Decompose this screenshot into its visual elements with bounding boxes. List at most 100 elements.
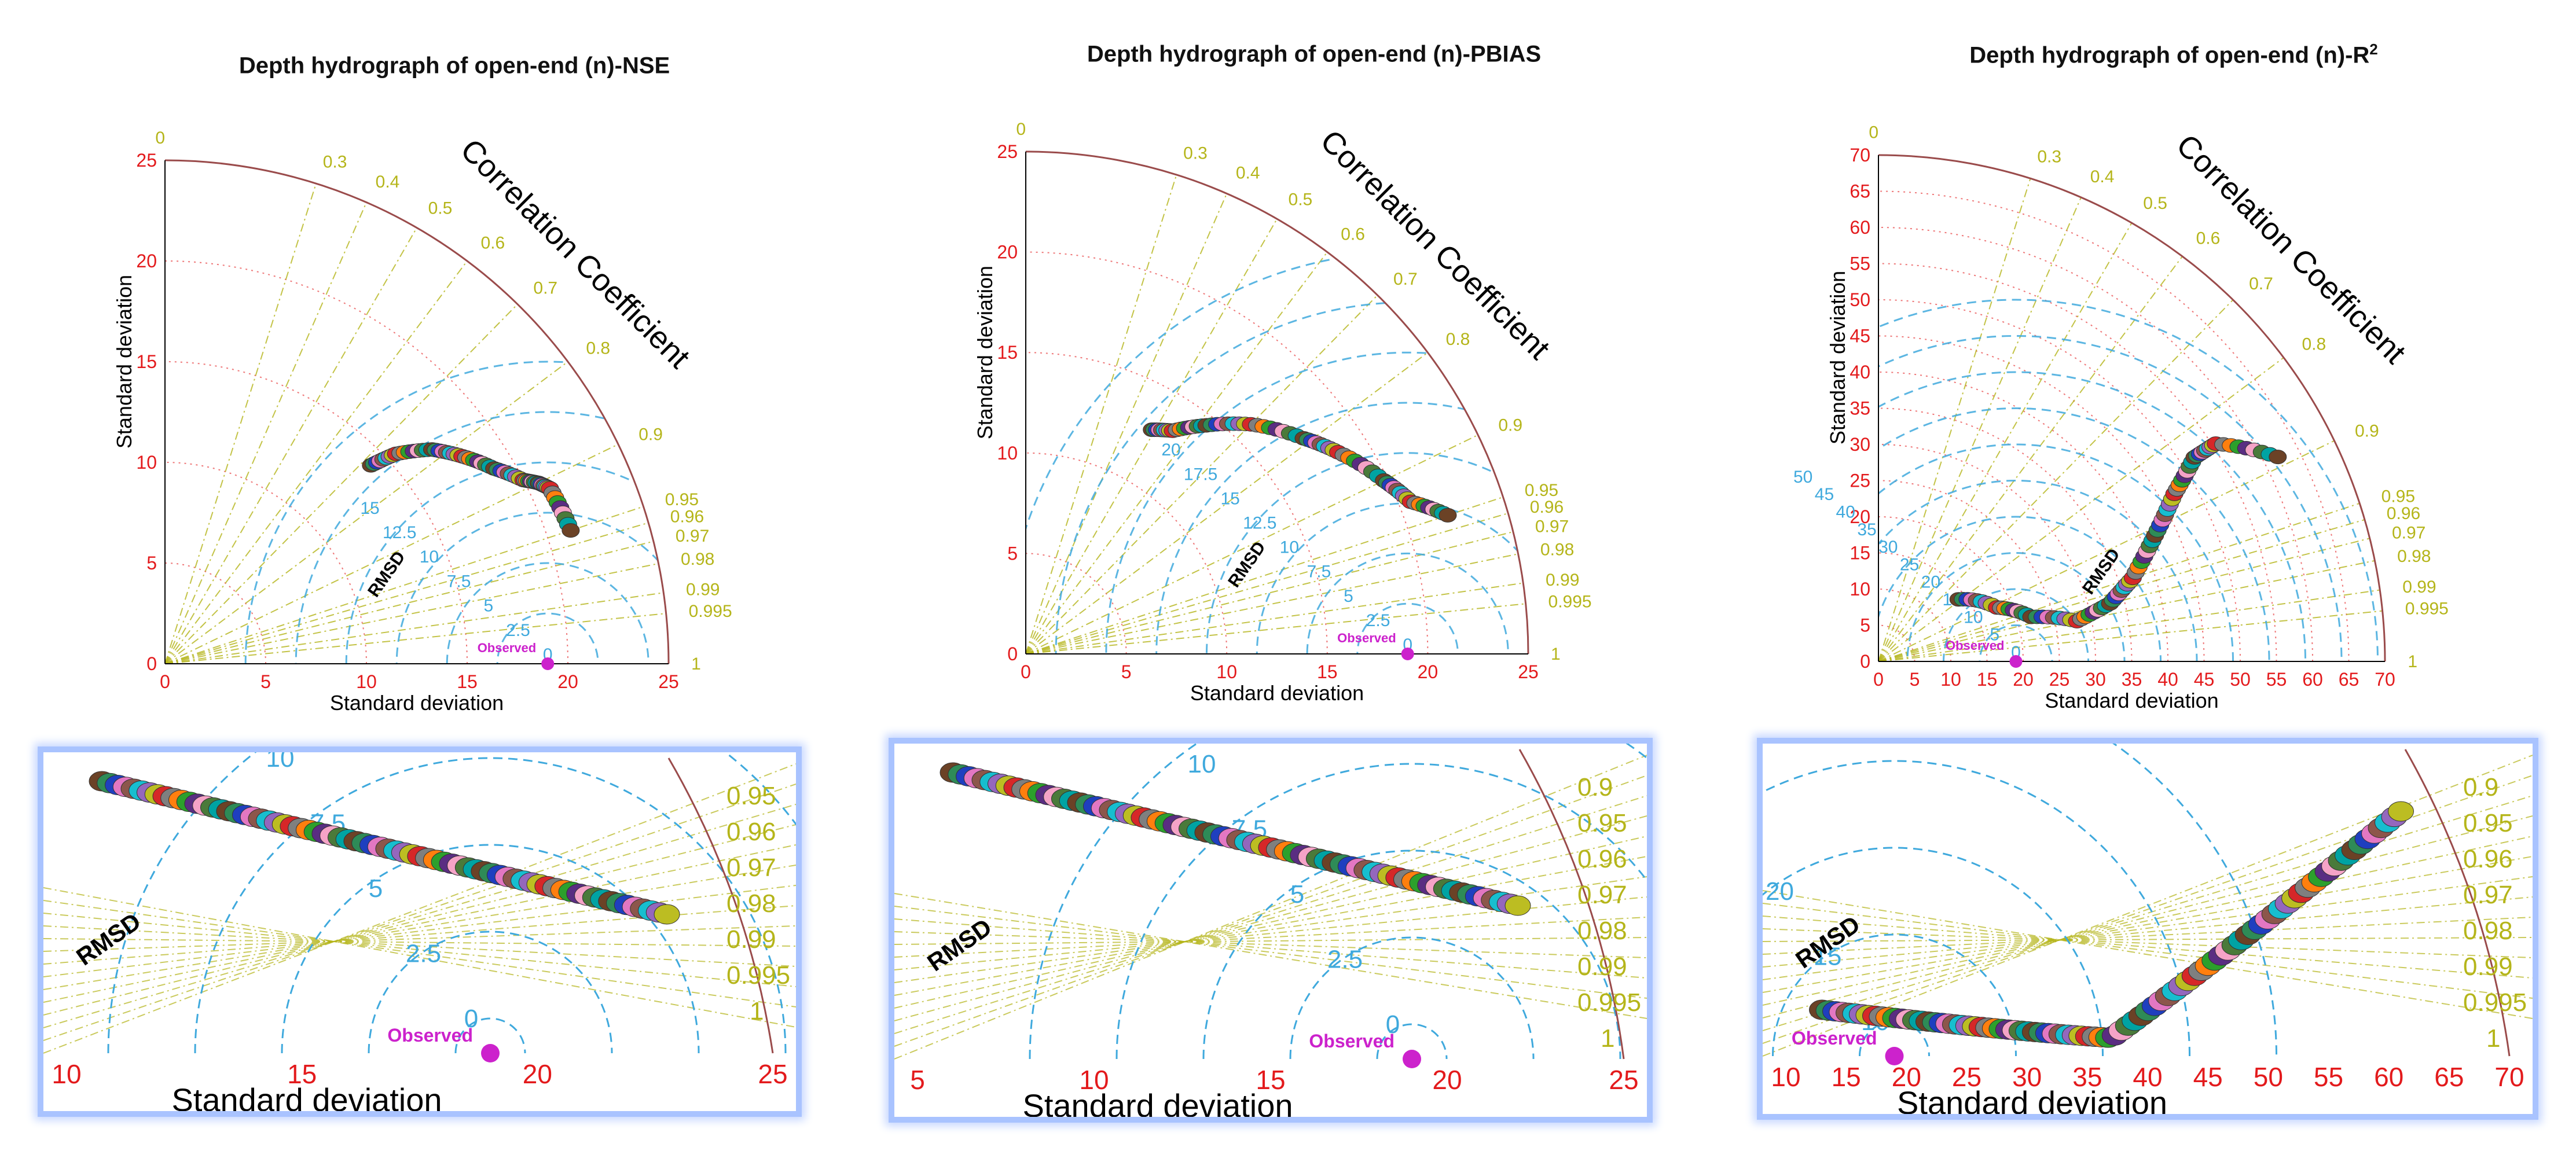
y-tick-label: 20 [1850,506,1870,527]
x-tick-label: 65 [2339,669,2360,690]
x-axis-label: Standard deviation [1022,1087,1293,1117]
corr-tick-label: 0.95 [2381,487,2415,506]
chart-title-pbias: Depth hydrograph of open-end (n)-PBIAS [1087,41,1542,67]
corr-tick-label: 0.6 [1341,225,1365,244]
corr-ray [1763,856,2533,993]
x-tick-label: 60 [2374,1062,2403,1092]
corr-ray [1763,896,2533,968]
rmsd-tick-label: 5 [369,874,383,903]
observed-point [1885,1047,1904,1065]
rmsd-tick-label: 5 [1990,626,1999,645]
x-tick-label: 10 [1079,1065,1109,1095]
x-tick-label: 70 [2494,1062,2524,1092]
corr-ray [165,303,518,664]
corr-ray [165,592,664,664]
corr-ray [165,522,649,664]
x-tick-label: 20 [557,671,578,692]
corr-tick-label: 0.3 [2037,148,2061,167]
rmsd-tick-label: 10 [420,547,439,567]
corr-tick-label: 0.4 [376,172,400,192]
rmsd-tick-label: 0 [1386,1010,1400,1039]
corr-ray [165,260,468,664]
corr-ray [1763,836,2533,1006]
corr-tick-label: 0.995 [726,961,790,990]
corr-ray [894,775,1647,1047]
corr-tick-label: 0.3 [323,153,347,172]
corr-tick-label: 0 [1869,123,1878,142]
y-tick-label: 65 [1850,181,1870,202]
y-tick-label: 15 [997,342,1018,363]
rmsd-tick-label: 7.5 [447,572,471,591]
corr-tick-label: 0.96 [726,818,776,846]
x-tick-label: 45 [2194,669,2215,690]
corr-tick-label: 1 [750,997,764,1025]
x-tick-label: 20 [1418,661,1439,682]
std-arc [1878,263,2277,661]
corr-tick-label: 0.8 [1446,330,1470,349]
observed-label: Observed [478,641,537,655]
rmsd-tick-label: 50 [1793,468,1812,487]
corr-tick-label: 0.97 [676,527,709,546]
rmsd-arc [446,562,649,664]
corr-ray [894,836,1647,1009]
zoom-inset-r2: 101520253010152025303540455055606570Stan… [1757,738,2538,1120]
y-axis-label: Standard deviation [112,275,136,448]
outer-arc [2404,749,2511,1057]
rmsd-arc [1772,933,2017,1057]
corr-ray [894,856,1647,996]
x-axis-label: Standard deviation [330,691,504,715]
corr-tick-label: 0.8 [2302,334,2327,354]
corr-tick-label: 1 [691,654,701,674]
corr-tick-label: 0.6 [2196,229,2221,248]
y-tick-label: 50 [1850,289,1870,310]
corr-ray [165,562,659,664]
model-point [654,904,680,925]
corr-tick-label: 0 [1016,120,1026,139]
rmsd-tick-label: 20 [1161,440,1180,459]
corr-ray [165,613,666,664]
x-tick-label: 25 [1609,1065,1638,1095]
y-tick-label: 5 [1007,543,1018,564]
rmsd-tick-label: 17.5 [1184,465,1217,484]
corr-ray [1763,890,2533,1019]
x-tick-label: 15 [1256,1065,1285,1095]
outer-arc [667,757,774,1054]
x-tick-label: 35 [2072,1062,2102,1092]
corr-ray [43,784,796,1041]
x-tick-label: 10 [356,671,377,692]
observed-label: Observed [387,1025,473,1046]
outer-arc [1878,154,2386,662]
observed-point [2009,655,2023,668]
corr-tick-label: 0.95 [1525,481,1558,500]
x-axis-label: Standard deviation [2045,689,2218,712]
corr-tick-label: 0.95 [665,490,699,509]
corr-ray [1763,795,2533,1031]
corr-tick-label: 0.99 [2463,953,2513,981]
corr-tick-label: 0.9 [1498,416,1522,435]
corr-tick-label: 0.98 [1577,917,1627,945]
zoom-inset-nse: 0 2.5 5 7.5 10 10 15 20 25 Standard deviation 0.95… [38,747,802,1117]
x-tick-label: 5 [1121,661,1132,682]
rmsd-arc [1878,516,2162,661]
rmsd-tick-label: 15 [360,499,379,518]
correlation-title: Correlation Coefficient [2170,128,2413,371]
model-point [1439,508,1457,523]
observed-point [541,657,555,670]
corr-tick-label: 0.9 [2355,421,2379,440]
y-tick-label: 0 [146,653,157,674]
corr-tick-label: 0.97 [1535,517,1569,536]
x-tick-label: 70 [2375,669,2395,690]
corr-ray [894,937,1647,945]
x-tick-label: 60 [2302,669,2323,690]
corr-ray [1878,357,2284,661]
x-tick-label: 0 [1873,669,1884,690]
x-tick-label: 65 [2434,1062,2464,1092]
x-tick-label: 45 [2193,1062,2223,1092]
corr-tick-label: 0.3 [1183,144,1208,163]
corr-ray [1878,256,2183,661]
std-arc [1878,227,2313,661]
x-tick-label: 10 [52,1059,81,1089]
outer-arc [1025,150,1529,654]
std-arc [1878,444,2096,661]
